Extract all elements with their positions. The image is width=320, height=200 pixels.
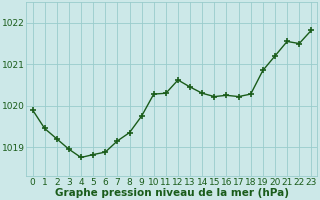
X-axis label: Graphe pression niveau de la mer (hPa): Graphe pression niveau de la mer (hPa) — [55, 188, 289, 198]
